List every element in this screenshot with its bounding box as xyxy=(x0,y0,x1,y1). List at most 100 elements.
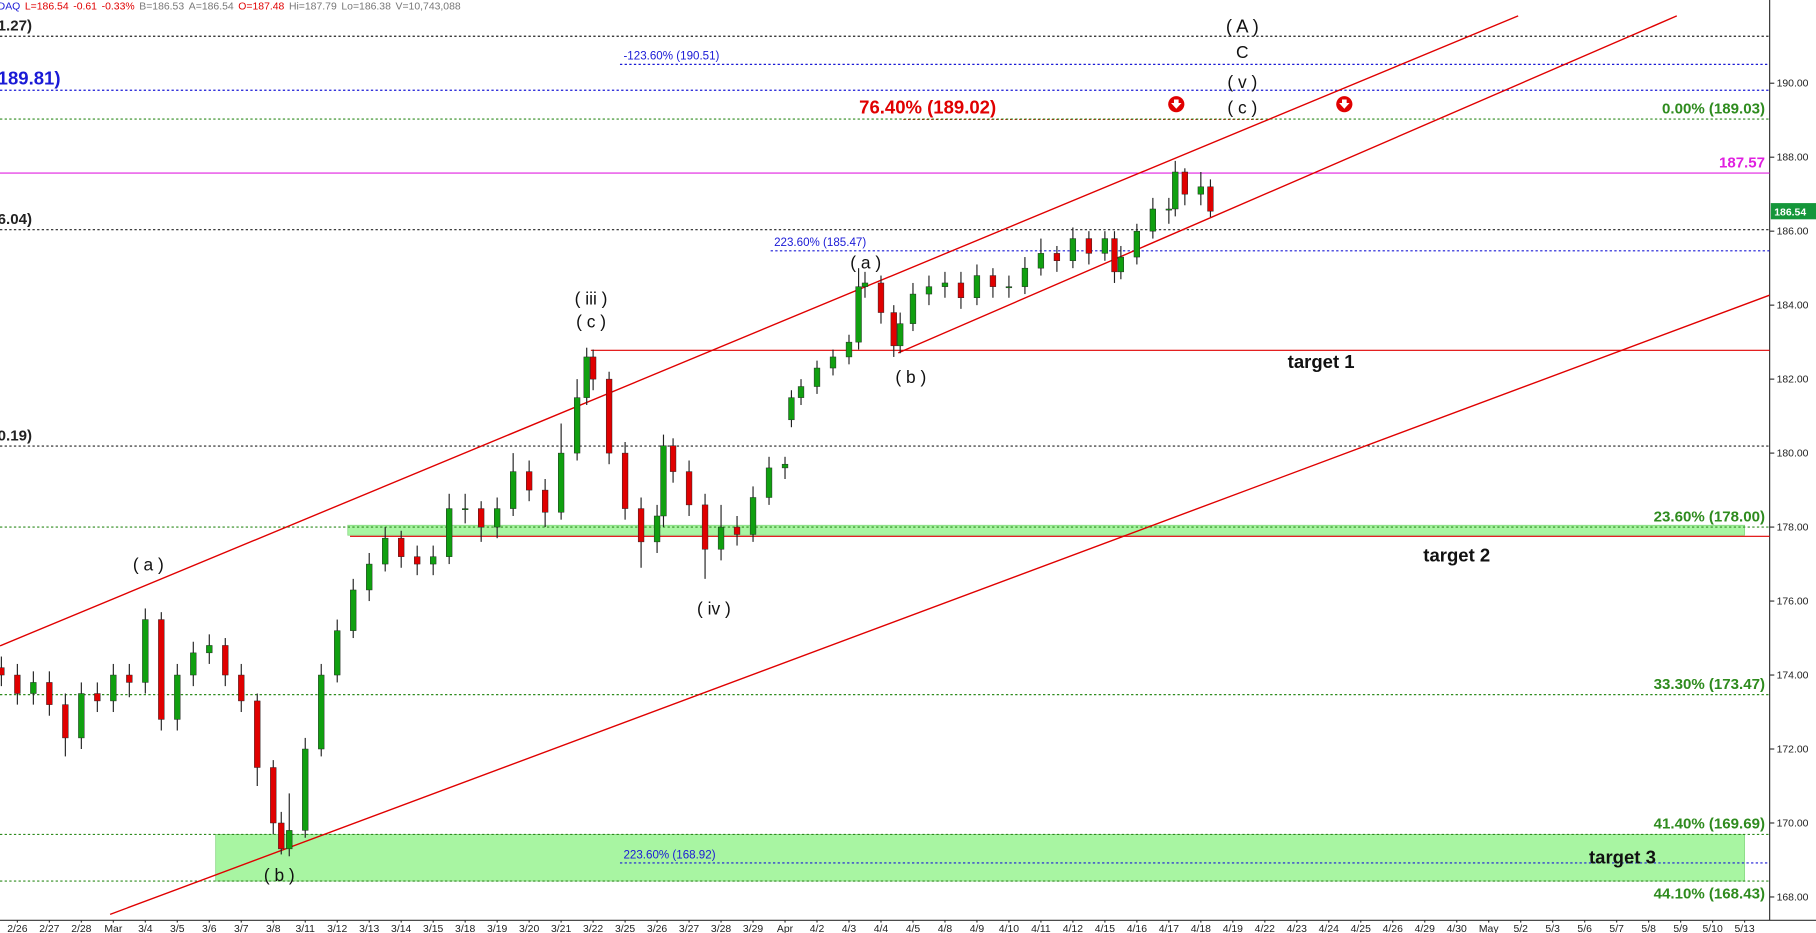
x-tick-label: 3/12 xyxy=(327,924,347,933)
candle-body xyxy=(30,682,37,694)
y-tick-label: 190.00 xyxy=(1777,79,1809,90)
wave-label: C xyxy=(1236,42,1249,62)
candle-body xyxy=(350,589,357,631)
x-tick-label: 3/15 xyxy=(423,924,443,933)
candle-body xyxy=(278,822,285,850)
candle-body xyxy=(206,645,213,654)
candle-body xyxy=(1069,238,1077,261)
candle-body xyxy=(637,508,645,543)
candle-body xyxy=(621,452,629,509)
y-tick-label: 168.00 xyxy=(1777,892,1809,903)
x-tick-label: 3/18 xyxy=(455,924,475,933)
x-tick-label: 4/2 xyxy=(810,924,825,933)
x-tick-label: May xyxy=(1479,924,1499,933)
candle-body xyxy=(829,356,837,369)
candle-body xyxy=(660,445,667,517)
down-arrow-glyph xyxy=(1171,99,1182,109)
candle-body xyxy=(749,497,757,535)
candle-body xyxy=(973,275,981,298)
wave-label: target 1 xyxy=(1288,351,1355,372)
candle-body xyxy=(733,526,741,535)
candle-body xyxy=(877,282,885,313)
x-tick-label: 3/27 xyxy=(679,924,699,933)
candle-body xyxy=(717,526,725,550)
level-label: 33.30% (173.47) xyxy=(1654,676,1765,693)
wave-label: target 2 xyxy=(1423,544,1490,565)
y-tick-label: 170.00 xyxy=(1777,818,1809,829)
x-tick-label: 4/4 xyxy=(874,924,889,933)
candle-body xyxy=(334,630,341,676)
level-label: 41.40% (169.69) xyxy=(1654,816,1765,833)
x-tick-label: 2/26 xyxy=(7,924,27,933)
x-tick-label: 3/13 xyxy=(359,924,379,933)
x-tick-label: 3/11 xyxy=(295,924,315,933)
quote-field: O=187.48 xyxy=(238,1,284,12)
level-label: 44.10% (168.43) xyxy=(1654,885,1765,902)
candle-body xyxy=(861,282,869,287)
x-tick-label: 4/3 xyxy=(842,924,857,933)
quote-field: Hi=187.79 xyxy=(289,1,337,12)
candle-body xyxy=(14,674,21,694)
candle-body xyxy=(382,537,389,565)
candle-body xyxy=(1149,208,1156,232)
x-tick-label: 4/15 xyxy=(1095,924,1115,933)
wave-label: ( A ) xyxy=(1226,15,1259,36)
candle-body xyxy=(478,508,485,528)
x-tick-label: 3/28 xyxy=(711,924,731,933)
x-tick-label: 4/22 xyxy=(1255,924,1275,933)
candle-body xyxy=(765,467,773,498)
candle-body xyxy=(1172,171,1179,210)
x-tick-label: 3/25 xyxy=(615,924,635,933)
x-tick-label: 5/10 xyxy=(1702,924,1722,933)
y-tick-label: 176.00 xyxy=(1777,597,1809,608)
candle-body xyxy=(94,693,101,702)
candle-body xyxy=(286,830,293,850)
x-tick-label: 3/14 xyxy=(391,924,411,933)
x-tick-label: 4/29 xyxy=(1415,924,1435,933)
x-tick-label: 4/12 xyxy=(1063,924,1083,933)
candle-body xyxy=(126,674,133,683)
x-tick-label: 5/6 xyxy=(1577,924,1592,933)
wave-label: ( c ) xyxy=(576,312,606,332)
x-tick-label: 4/18 xyxy=(1191,924,1211,933)
candle-body xyxy=(366,563,373,591)
candle-body xyxy=(510,471,517,509)
target-zone xyxy=(347,524,1745,536)
quote-field: L=186.54 xyxy=(25,1,69,12)
x-tick-label: 5/2 xyxy=(1513,924,1528,933)
x-tick-label: 4/8 xyxy=(938,924,953,933)
candle-body xyxy=(925,286,933,295)
target-zone xyxy=(215,834,1745,882)
quote-field: Lo=186.38 xyxy=(341,1,391,12)
candle-body xyxy=(174,674,181,720)
x-tick-label: 4/5 xyxy=(906,924,921,933)
quote-field: V=10,743,088 xyxy=(396,1,461,12)
trend-line xyxy=(897,15,1678,354)
candle-body xyxy=(0,667,5,676)
x-tick-label: 3/26 xyxy=(647,924,667,933)
candle-body xyxy=(238,674,245,702)
candle-body xyxy=(557,452,565,513)
trend-line xyxy=(0,15,1519,647)
wave-label: ( a ) xyxy=(133,555,164,575)
x-tick-label: 3/6 xyxy=(202,924,217,933)
y-tick-label: 180.00 xyxy=(1777,449,1809,460)
wave-label: ( b ) xyxy=(264,865,295,885)
y-tick-label: 188.00 xyxy=(1777,153,1809,164)
candle-body xyxy=(813,367,821,387)
candle-body xyxy=(685,471,693,506)
wave-label: ( a ) xyxy=(850,253,881,273)
y-tick-label: 186.00 xyxy=(1777,227,1809,238)
candle-body xyxy=(653,515,661,543)
level-label: 23.60% (178.00) xyxy=(1654,508,1765,525)
x-tick-label: 3/4 xyxy=(138,924,153,933)
candle-body xyxy=(1101,238,1109,254)
candle-body xyxy=(158,619,165,720)
candle-body xyxy=(222,645,229,676)
last-price-box xyxy=(1770,203,1816,220)
candle-body xyxy=(1181,171,1188,195)
quote-field: -0.33% xyxy=(102,1,135,12)
candle-body xyxy=(462,508,469,510)
y-tick-label: 172.00 xyxy=(1777,744,1809,755)
